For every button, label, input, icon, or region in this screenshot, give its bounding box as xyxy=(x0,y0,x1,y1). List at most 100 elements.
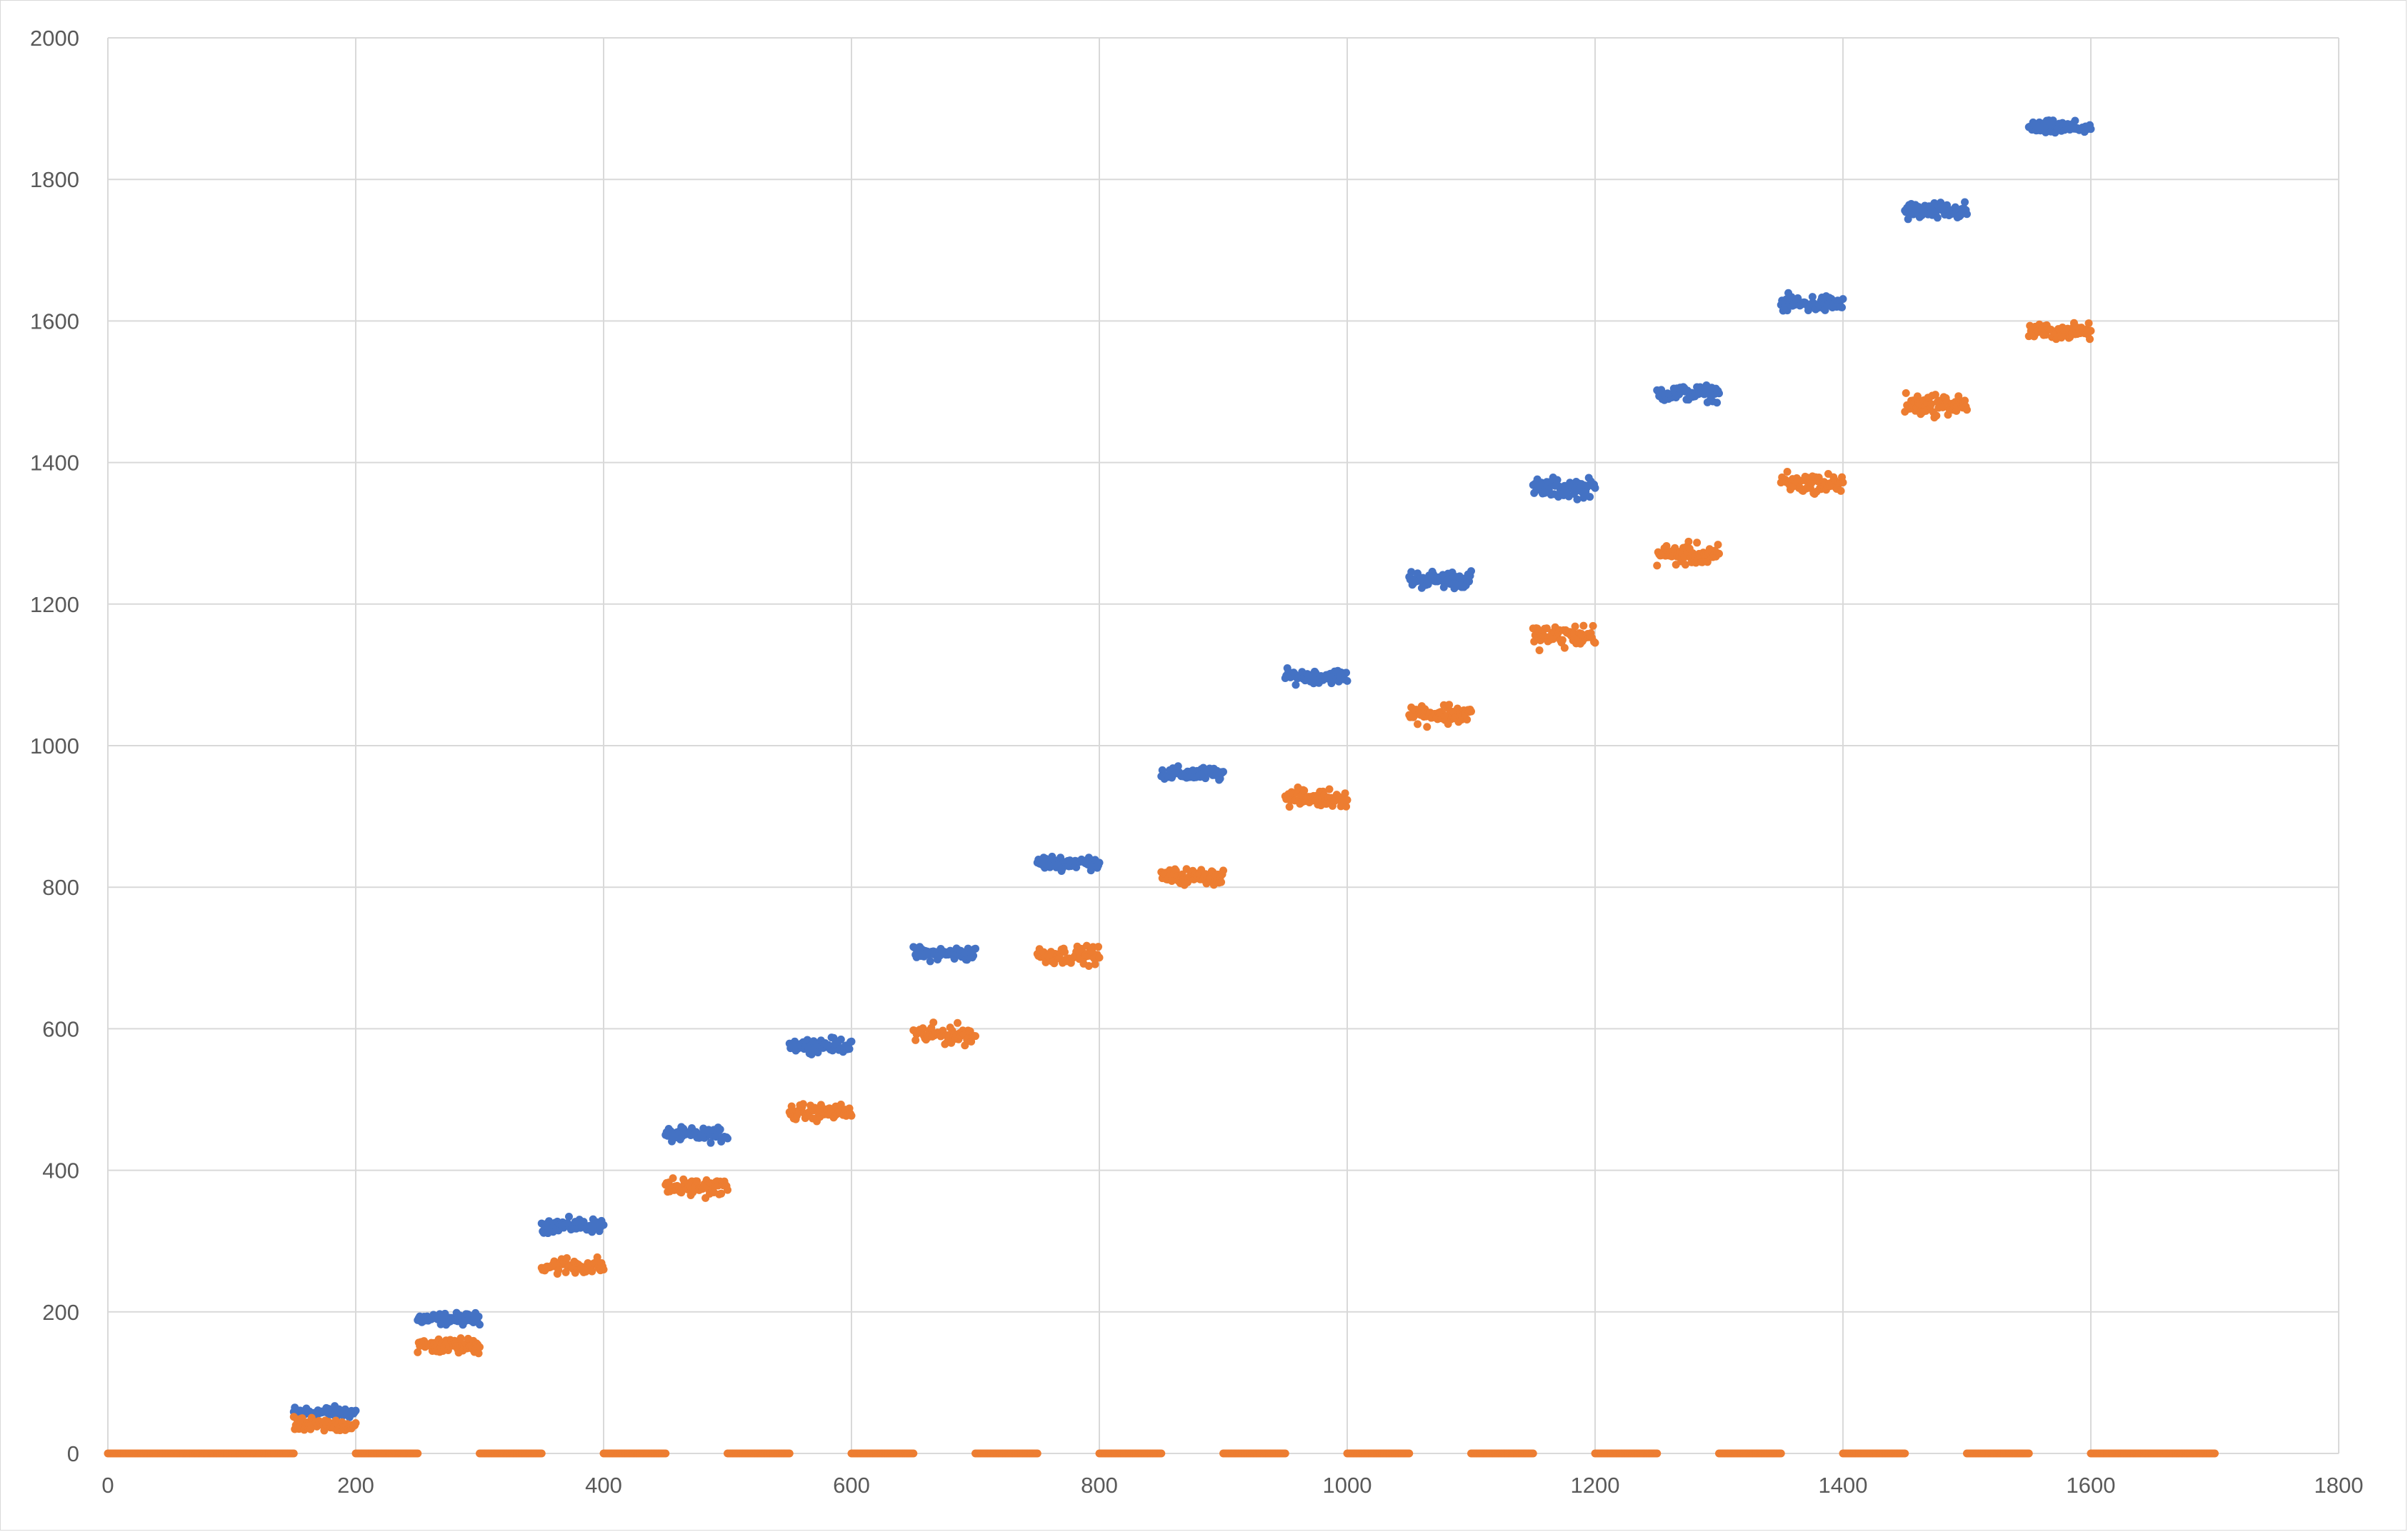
data-point xyxy=(593,1253,601,1261)
data-point xyxy=(1927,400,1936,409)
x-tick-label: 200 xyxy=(337,1473,374,1498)
data-point xyxy=(1216,774,1224,783)
data-point xyxy=(1095,953,1104,962)
data-point xyxy=(845,1045,854,1053)
data-point xyxy=(847,1111,856,1120)
data-point xyxy=(1292,681,1300,689)
data-point xyxy=(814,1048,822,1057)
data-point xyxy=(1341,789,1349,798)
data-point xyxy=(1157,1449,1166,1458)
data-point xyxy=(588,1267,596,1276)
data-point xyxy=(1542,624,1551,633)
data-point xyxy=(1217,878,1226,886)
data-point xyxy=(1558,636,1567,644)
data-point xyxy=(1325,785,1334,793)
data-point xyxy=(2087,326,2095,335)
data-point xyxy=(1285,803,1294,811)
data-point xyxy=(706,1138,715,1147)
data-point xyxy=(599,1266,608,1274)
data-point xyxy=(351,1406,360,1415)
data-point xyxy=(807,1050,816,1058)
data-point xyxy=(476,1343,484,1351)
data-point xyxy=(599,1221,608,1229)
data-point xyxy=(1407,568,1416,576)
data-point xyxy=(1560,644,1569,652)
data-point xyxy=(911,1036,920,1044)
data-point xyxy=(1095,858,1104,867)
data-point xyxy=(1579,494,1588,502)
y-tick-label: 0 xyxy=(67,1441,79,1466)
data-point xyxy=(1653,561,1662,570)
x-tick-label: 1600 xyxy=(2067,1473,2116,1498)
data-point xyxy=(716,1125,724,1133)
y-tick-label: 400 xyxy=(42,1158,79,1183)
data-point xyxy=(2024,1449,2033,1458)
data-point xyxy=(1174,762,1182,771)
data-point xyxy=(1837,486,1845,495)
data-point xyxy=(1787,293,1796,301)
data-point xyxy=(1342,802,1351,811)
data-point xyxy=(969,951,978,960)
data-point xyxy=(1963,210,1971,219)
data-point xyxy=(1529,1449,1537,1458)
data-point xyxy=(1586,493,1594,501)
data-point xyxy=(1684,537,1693,546)
data-point xyxy=(1463,715,1472,724)
x-tick-label: 1400 xyxy=(1819,1473,1868,1498)
data-point xyxy=(1902,389,1910,397)
data-point xyxy=(1060,948,1069,956)
data-point xyxy=(1693,539,1702,547)
data-point xyxy=(1713,399,1722,407)
data-point xyxy=(926,957,934,966)
data-point xyxy=(1839,295,1847,304)
data-point xyxy=(1714,541,1722,549)
data-point xyxy=(1807,479,1816,487)
data-point xyxy=(1715,549,1723,558)
data-point xyxy=(661,1449,670,1458)
x-tick-label: 1800 xyxy=(2314,1473,2364,1498)
data-point xyxy=(1343,796,1352,804)
y-tick-label: 1000 xyxy=(30,734,79,759)
data-point xyxy=(1467,707,1475,716)
data-point xyxy=(1343,676,1352,685)
data-point xyxy=(1591,639,1599,647)
data-point xyxy=(836,1035,845,1043)
data-point xyxy=(289,1449,298,1458)
data-point xyxy=(1715,389,1723,398)
data-point xyxy=(1281,1449,1289,1458)
y-tick-label: 800 xyxy=(42,875,79,900)
data-point xyxy=(2084,319,2093,328)
data-point xyxy=(474,1312,483,1321)
data-point xyxy=(1589,621,1597,630)
data-point xyxy=(1530,637,1539,646)
data-point xyxy=(414,1449,422,1458)
data-point xyxy=(1414,569,1422,578)
data-point xyxy=(1219,768,1227,776)
y-tick-label: 200 xyxy=(42,1300,79,1325)
data-point xyxy=(1300,786,1309,795)
data-point xyxy=(2071,116,2079,125)
data-point xyxy=(1933,214,1942,222)
y-tick-label: 1200 xyxy=(30,592,79,617)
y-tick-label: 1400 xyxy=(30,451,79,476)
data-point xyxy=(1961,396,1969,405)
x-tick-label: 0 xyxy=(101,1473,114,1498)
data-point xyxy=(1571,622,1579,631)
data-point xyxy=(537,1449,546,1458)
data-point xyxy=(1838,303,1847,311)
tick-labels: 0 200 400 600 800 1000 1200 1400 1600 1800 2000 0 20… xyxy=(30,26,2363,1498)
data-point xyxy=(1961,198,1969,206)
data-point xyxy=(351,1419,360,1428)
y-tick-label: 2000 xyxy=(30,26,79,51)
y-tick-label: 600 xyxy=(42,1016,79,1041)
x-tick-label: 600 xyxy=(833,1473,870,1498)
data-point xyxy=(563,1254,571,1263)
data-point xyxy=(1423,723,1432,731)
data-point xyxy=(456,1334,465,1343)
data-point xyxy=(564,1212,573,1221)
data-point xyxy=(1681,561,1689,569)
x-tick-label: 1000 xyxy=(1323,1473,1372,1498)
data-point xyxy=(785,1449,794,1458)
